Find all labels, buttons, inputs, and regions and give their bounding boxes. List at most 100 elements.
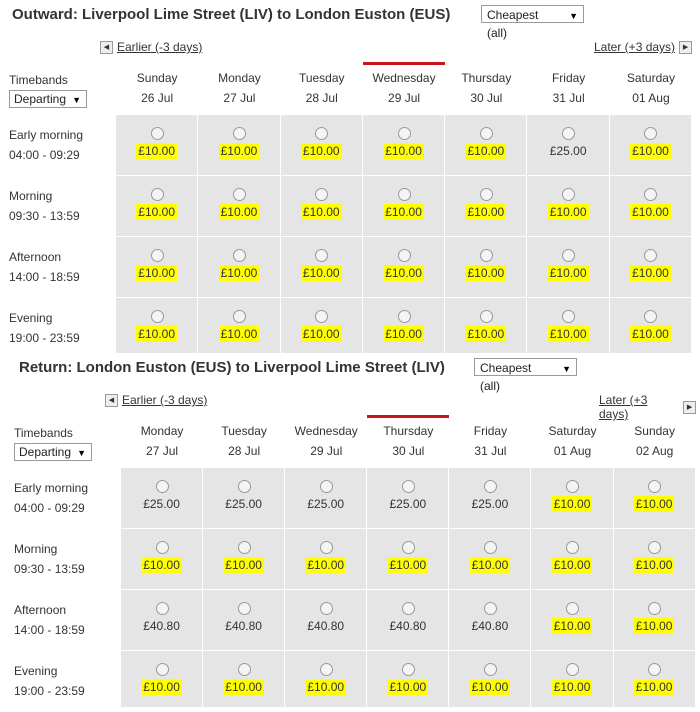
fare-radio[interactable] <box>232 188 246 201</box>
fare-radio[interactable] <box>232 127 246 140</box>
fare-cell[interactable]: £10.00 <box>362 115 446 176</box>
outward-later-link[interactable]: Later (+3 days) <box>594 40 676 54</box>
fare-cell[interactable]: £10.00 <box>280 115 363 176</box>
fare-radio[interactable] <box>232 310 246 323</box>
fare-radio[interactable] <box>644 188 658 201</box>
fare-radio[interactable] <box>397 188 411 201</box>
fare-cell[interactable]: £10.00 <box>367 651 450 712</box>
return-sort-select[interactable]: Cheapest (all) ▼ <box>474 358 577 393</box>
fare-radio[interactable] <box>479 310 493 323</box>
fare-cell[interactable]: £25.00 <box>449 468 532 529</box>
fare-cell[interactable]: £10.00 <box>116 115 199 176</box>
return-later-link[interactable]: Later (+3 days) <box>599 393 648 421</box>
fare-radio[interactable] <box>315 127 329 140</box>
fare-radio[interactable] <box>483 480 497 493</box>
fare-cell[interactable]: £10.00 <box>121 651 204 712</box>
fare-cell[interactable]: £10.00 <box>116 176 199 237</box>
arrow-left-icon[interactable]: ◀ <box>100 40 113 54</box>
fare-cell[interactable]: £10.00 <box>362 176 446 237</box>
fare-cell[interactable]: £10.00 <box>445 176 528 237</box>
fare-radio[interactable] <box>644 249 658 262</box>
fare-radio[interactable] <box>644 310 658 323</box>
fare-radio[interactable] <box>397 310 411 323</box>
fare-radio[interactable] <box>397 249 411 262</box>
fare-radio[interactable] <box>237 602 251 615</box>
fare-radio[interactable] <box>150 310 164 323</box>
fare-cell[interactable]: £40.80 <box>449 590 532 651</box>
fare-radio[interactable] <box>319 663 333 676</box>
fare-cell[interactable]: £25.00 <box>121 468 204 529</box>
fare-cell[interactable]: £25.00 <box>527 115 610 176</box>
fare-cell[interactable]: £10.00 <box>198 237 281 298</box>
fare-radio[interactable] <box>483 663 497 676</box>
fare-cell[interactable]: £10.00 <box>445 237 528 298</box>
fare-radio[interactable] <box>401 602 415 615</box>
fare-cell[interactable]: £10.00 <box>445 115 528 176</box>
fare-cell[interactable]: £10.00 <box>198 115 281 176</box>
outward-earlier-nav[interactable]: ◀ Earlier (-3 days) <box>96 40 202 54</box>
fare-radio[interactable] <box>401 663 415 676</box>
fare-cell[interactable]: £10.00 <box>285 651 368 712</box>
fare-cell[interactable]: £10.00 <box>367 529 450 590</box>
fare-radio[interactable] <box>562 249 576 262</box>
fare-cell[interactable]: £10.00 <box>116 237 199 298</box>
fare-cell[interactable]: £10.00 <box>527 298 610 359</box>
fare-radio[interactable] <box>315 310 329 323</box>
return-timebands-select[interactable]: Departing ▼ <box>14 443 92 461</box>
fare-cell[interactable]: £10.00 <box>362 298 446 359</box>
fare-cell[interactable]: £10.00 <box>527 237 610 298</box>
fare-radio[interactable] <box>401 541 415 554</box>
fare-radio[interactable] <box>315 249 329 262</box>
outward-timebands-select[interactable]: Departing ▼ <box>9 90 87 108</box>
fare-radio[interactable] <box>401 480 415 493</box>
fare-radio[interactable] <box>566 663 580 676</box>
fare-radio[interactable] <box>155 602 169 615</box>
fare-radio[interactable] <box>562 127 576 140</box>
fare-radio[interactable] <box>562 310 576 323</box>
fare-radio[interactable] <box>232 249 246 262</box>
fare-cell[interactable]: £40.80 <box>285 590 368 651</box>
fare-cell[interactable]: £10.00 <box>203 651 286 712</box>
fare-radio[interactable] <box>150 127 164 140</box>
return-earlier-link[interactable]: Earlier (-3 days) <box>122 393 208 407</box>
fare-radio[interactable] <box>479 188 493 201</box>
fare-radio[interactable] <box>648 480 662 493</box>
fare-cell[interactable]: £10.00 <box>609 115 693 176</box>
outward-sort-select[interactable]: Cheapest (all) ▼ <box>481 5 584 40</box>
fare-cell[interactable]: £10.00 <box>613 590 696 651</box>
fare-cell[interactable]: £10.00 <box>613 529 696 590</box>
fare-cell[interactable]: £10.00 <box>609 176 693 237</box>
fare-radio[interactable] <box>155 663 169 676</box>
fare-radio[interactable] <box>237 541 251 554</box>
fare-cell[interactable]: £10.00 <box>449 651 532 712</box>
fare-radio[interactable] <box>150 249 164 262</box>
fare-cell[interactable]: £10.00 <box>609 237 693 298</box>
fare-radio[interactable] <box>648 663 662 676</box>
fare-radio[interactable] <box>483 541 497 554</box>
fare-cell[interactable]: £10.00 <box>280 298 363 359</box>
arrow-right-icon[interactable]: ▶ <box>683 400 696 414</box>
fare-cell[interactable]: £10.00 <box>362 237 446 298</box>
fare-cell[interactable]: £10.00 <box>449 529 532 590</box>
fare-cell[interactable]: £10.00 <box>280 237 363 298</box>
fare-cell[interactable]: £10.00 <box>609 298 693 359</box>
fare-radio[interactable] <box>319 480 333 493</box>
fare-cell[interactable]: £40.80 <box>203 590 286 651</box>
fare-radio[interactable] <box>566 541 580 554</box>
fare-cell[interactable]: £10.00 <box>280 176 363 237</box>
fare-radio[interactable] <box>648 602 662 615</box>
fare-radio[interactable] <box>479 249 493 262</box>
return-later-nav[interactable]: Later (+3 days) ▶ <box>599 393 700 421</box>
outward-earlier-link[interactable]: Earlier (-3 days) <box>117 40 203 54</box>
fare-radio[interactable] <box>648 541 662 554</box>
fare-cell[interactable]: £10.00 <box>121 529 204 590</box>
fare-radio[interactable] <box>566 480 580 493</box>
fare-cell[interactable]: £10.00 <box>531 651 614 712</box>
fare-cell[interactable]: £10.00 <box>198 298 281 359</box>
arrow-right-icon[interactable]: ▶ <box>679 40 693 54</box>
fare-radio[interactable] <box>319 541 333 554</box>
fare-cell[interactable]: £10.00 <box>285 529 368 590</box>
fare-radio[interactable] <box>483 602 497 615</box>
fare-cell[interactable]: £25.00 <box>203 468 286 529</box>
fare-cell[interactable]: £10.00 <box>116 298 199 359</box>
